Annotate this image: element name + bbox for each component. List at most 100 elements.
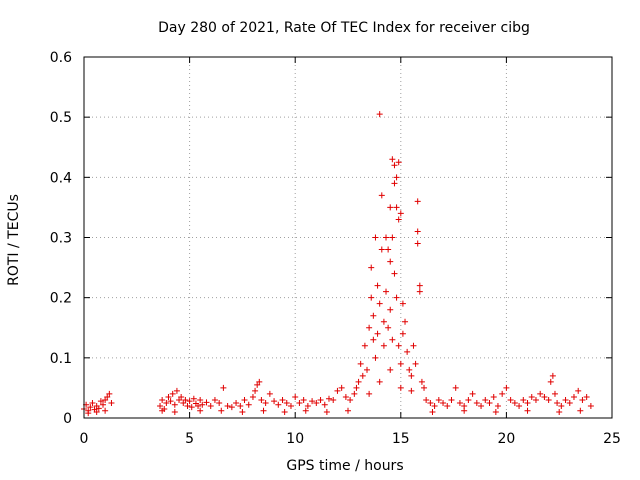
axis-ticks [83, 56, 613, 419]
data-point [547, 378, 554, 385]
data-point [421, 384, 428, 391]
data-point [366, 324, 373, 331]
x-axis-label: GPS time / hours [286, 458, 403, 474]
y-tick-label: 0.3 [50, 231, 72, 247]
data-point [167, 398, 174, 405]
data-point [292, 393, 299, 400]
data-point [361, 342, 368, 349]
data-point [387, 366, 394, 373]
data-point [224, 402, 231, 409]
data-point [159, 396, 166, 403]
data-point [393, 294, 400, 301]
data-point [414, 240, 421, 247]
data-point [583, 393, 590, 400]
data-point [492, 408, 499, 415]
data-point [355, 378, 362, 385]
data-point [220, 384, 227, 391]
data-point [266, 390, 273, 397]
data-point [372, 234, 379, 241]
data-point [281, 408, 288, 415]
data-point [507, 396, 514, 403]
data-point [345, 407, 351, 414]
data-point [171, 408, 178, 415]
data-point [102, 396, 109, 403]
data-point [397, 210, 404, 217]
data-point [577, 407, 584, 414]
data-point [338, 384, 345, 391]
data-point [275, 401, 282, 408]
data-point [239, 408, 246, 415]
data-point [108, 399, 115, 406]
data-point [374, 330, 381, 337]
data-point [283, 399, 290, 406]
data-point [520, 396, 527, 403]
data-point [490, 393, 497, 400]
data-points [81, 111, 594, 417]
data-point [528, 393, 535, 400]
data-point [562, 396, 569, 403]
data-point [368, 294, 375, 301]
data-point [254, 381, 261, 388]
data-point [97, 398, 104, 405]
data-point [353, 384, 360, 391]
data-point [566, 399, 573, 406]
data-point [372, 354, 379, 361]
data-point [410, 342, 417, 349]
y-tick-label: 0 [63, 411, 72, 427]
data-point [351, 390, 358, 397]
data-point [444, 402, 451, 409]
data-point [182, 396, 189, 403]
data-point [157, 402, 164, 409]
y-tick-label: 0.2 [50, 291, 72, 307]
data-point [545, 396, 552, 403]
data-point [309, 398, 316, 405]
data-point [173, 387, 180, 394]
data-point [256, 378, 263, 385]
data-point [199, 401, 206, 408]
data-point [570, 393, 577, 400]
data-point [321, 401, 328, 408]
data-point [395, 342, 402, 349]
data-point [440, 399, 447, 406]
data-point [404, 348, 411, 355]
data-point [541, 393, 548, 400]
data-point [85, 410, 92, 417]
data-point [89, 399, 96, 406]
data-point [556, 408, 563, 415]
data-point [330, 396, 337, 403]
data-point [334, 387, 341, 394]
data-point [380, 342, 387, 349]
data-point [408, 372, 415, 379]
data-point [218, 407, 225, 414]
chart-title: Day 280 of 2021, Rate Of TEC Index for r… [158, 20, 530, 36]
data-point [399, 300, 406, 307]
data-point [516, 402, 523, 409]
data-point [304, 402, 311, 409]
x-tick-label: 15 [392, 431, 410, 447]
data-point [429, 408, 436, 415]
data-point [416, 282, 423, 289]
data-point [317, 396, 324, 403]
data-point [456, 399, 463, 406]
x-tick-label: 20 [497, 431, 515, 447]
data-point [378, 246, 385, 253]
data-point [380, 318, 387, 325]
data-point [554, 399, 561, 406]
data-point [262, 399, 269, 406]
data-point [159, 407, 166, 414]
data-point [188, 404, 195, 411]
data-point [106, 390, 113, 397]
data-point [100, 401, 107, 408]
data-point [279, 396, 286, 403]
data-point [245, 401, 252, 408]
data-point [461, 407, 468, 414]
data-point [207, 402, 214, 409]
data-point [296, 399, 303, 406]
data-point [271, 398, 278, 405]
y-tick-label: 0.5 [50, 110, 72, 126]
data-point [93, 408, 100, 415]
data-point [391, 270, 398, 277]
data-point [376, 111, 383, 118]
data-point [503, 384, 510, 391]
